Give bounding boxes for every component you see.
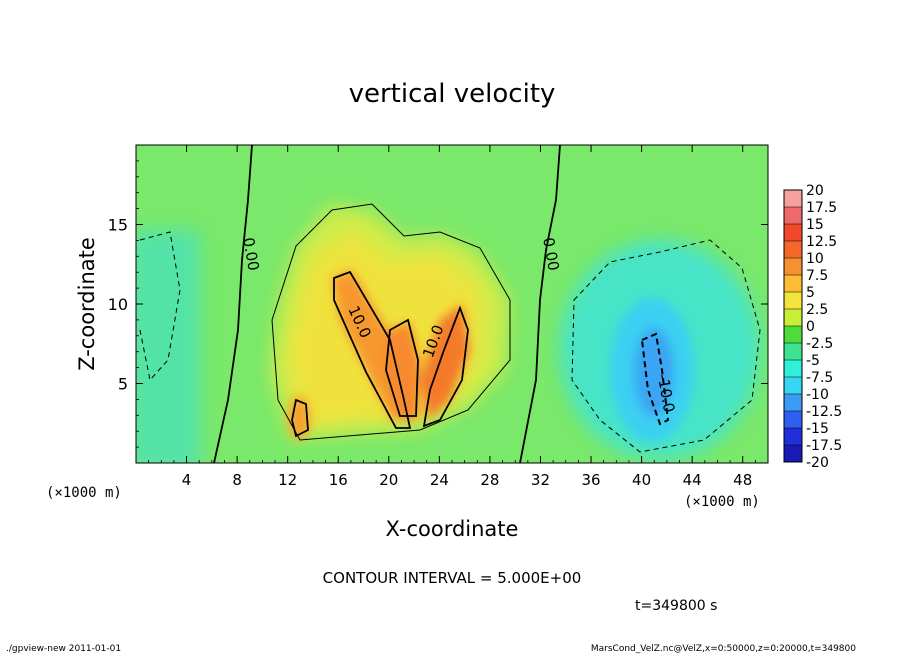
contour-ten-c: [422, 305, 469, 428]
colorbar-swatch: [784, 360, 802, 377]
footer-right: MarsCond_VelZ.nc@VelZ,x=0:50000,z=0:2000…: [591, 644, 856, 654]
colorbar-swatch: [784, 343, 802, 360]
colorbar-swatch: [784, 275, 802, 292]
x-axis-unit-left: (×1000 m): [46, 485, 122, 501]
x-tick-label: 4: [182, 471, 192, 489]
colorbar-swatch: [784, 258, 802, 275]
colorbar-label: 2.5: [806, 302, 828, 318]
contour-ten-d: [291, 398, 309, 438]
colorbar-label: 15: [806, 217, 824, 233]
y-tick-label: 10: [108, 295, 128, 314]
colorbar-swatch: [784, 445, 802, 462]
x-tick-label: 36: [581, 471, 600, 489]
colorbar-label: 12.5: [806, 234, 837, 250]
colorbar-label: 10: [806, 251, 824, 267]
contour-interval-text: CONTOUR INTERVAL = 5.000E+00: [323, 569, 582, 587]
colorbar-label: -2.5: [806, 336, 833, 352]
x-tick-label: 32: [531, 471, 550, 489]
colorbar-label: 20: [806, 183, 824, 199]
y-tick-label: 15: [108, 216, 128, 235]
shaded-field: [136, 145, 768, 463]
colorbar-swatch: [784, 224, 802, 241]
colorbar-swatch: [784, 292, 802, 309]
colorbar-swatch: [784, 207, 802, 224]
contour-ten-b: [385, 318, 419, 417]
contour-lines: [139, 145, 761, 463]
colorbar-swatch: [784, 428, 802, 445]
x-tick-label: 12: [278, 471, 297, 489]
colorbar-label: 0: [806, 319, 815, 335]
colorbar-swatch: [784, 241, 802, 258]
x-tick-label: 8: [232, 471, 242, 489]
colorbar-label: -15: [806, 421, 829, 437]
colorbar-swatch: [784, 394, 802, 411]
colorbar: 2017.51512.5107.552.50-2.5-5-7.5-10-12.5…: [783, 183, 842, 471]
y-tick-label: 5: [118, 375, 128, 394]
contour-zero-right: [519, 145, 561, 463]
colorbar-label: -10: [806, 387, 829, 403]
x-tick-label: 20: [379, 471, 398, 489]
contour-label: 0.00: [539, 236, 563, 272]
y-axis-label: Z-coordinate: [75, 237, 99, 371]
x-tick-label: 40: [632, 471, 651, 489]
colorbar-label: 17.5: [806, 200, 837, 216]
y-axis: 5 10 15: [108, 160, 768, 448]
contour-label: 0.00: [239, 236, 263, 272]
x-tick-label: 44: [683, 471, 702, 489]
x-axis-unit-right: (×1000 m): [684, 494, 760, 510]
contour-neg-right: [571, 239, 761, 453]
x-tick-label: 24: [430, 471, 449, 489]
colorbar-label: -20: [806, 455, 829, 471]
x-tick-label: 16: [329, 471, 348, 489]
colorbar-swatch: [784, 411, 802, 428]
x-tick-label: 48: [733, 471, 752, 489]
time-text: t=349800 s: [635, 598, 717, 614]
colorbar-label: -12.5: [806, 404, 842, 420]
colorbar-swatch: [784, 190, 802, 207]
colorbar-label: 5: [806, 285, 815, 301]
colorbar-swatch: [784, 326, 802, 343]
colorbar-label: -17.5: [806, 438, 842, 454]
contour-neg-ten: [640, 332, 670, 426]
footer-left: ./gpview-new 2011-01-01: [6, 644, 121, 654]
contour-ten-a: [333, 270, 412, 429]
contour-zero-left: [213, 145, 253, 463]
contour-five: [271, 203, 511, 441]
colorbar-swatch: [784, 377, 802, 394]
colorbar-label: -5: [806, 353, 820, 369]
colorbar-label: 7.5: [806, 268, 828, 284]
x-tick-label: 28: [480, 471, 499, 489]
colorbar-label: -7.5: [806, 370, 833, 386]
chart-title: vertical velocity: [349, 79, 556, 109]
x-axis: 4 8 12 16 20 24 28 32 36 40 44 48: [148, 145, 756, 489]
x-axis-label: X-coordinate: [386, 517, 519, 541]
colorbar-swatch: [784, 309, 802, 326]
